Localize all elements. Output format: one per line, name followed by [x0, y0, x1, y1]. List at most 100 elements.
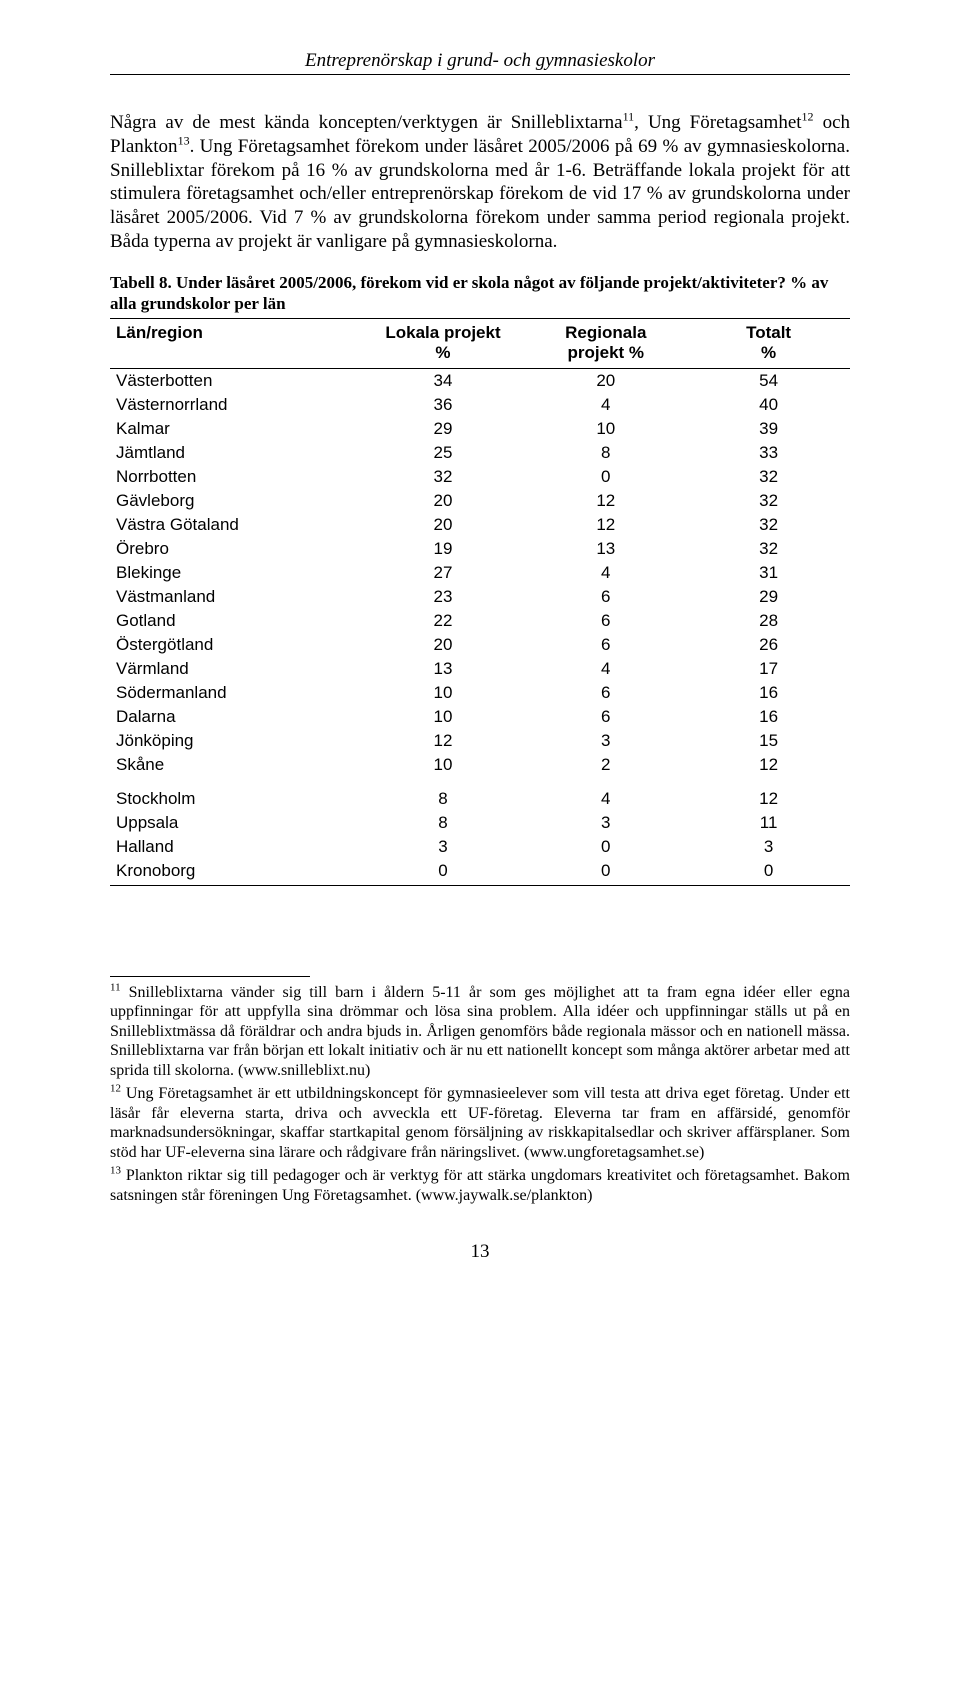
- footnote-13: 13 Plankton riktar sig till pedagoger oc…: [110, 1166, 850, 1205]
- table-row: Örebro191332: [110, 537, 850, 561]
- cell-region: Kronoborg: [110, 859, 362, 886]
- cell-regional: 13: [524, 537, 687, 561]
- cell-total: 40: [687, 393, 850, 417]
- cell-local: 8: [362, 811, 525, 835]
- cell-regional: 8: [524, 441, 687, 465]
- cell-total: 16: [687, 705, 850, 729]
- footnote-text: Snilleblixtarna vänder sig till barn i å…: [110, 984, 850, 1079]
- cell-region: Stockholm: [110, 777, 362, 811]
- cell-local: 25: [362, 441, 525, 465]
- footnote-sup: 12: [110, 1083, 121, 1095]
- cell-local: 32: [362, 465, 525, 489]
- table-body-group-1: Västerbotten342054Västernorrland36440Kal…: [110, 368, 850, 777]
- cell-regional: 3: [524, 729, 687, 753]
- cell-total: 0: [687, 859, 850, 886]
- col-header-total: Totalt %: [687, 319, 850, 369]
- table-row: Uppsala8311: [110, 811, 850, 835]
- table-row: Västernorrland36440: [110, 393, 850, 417]
- cell-local: 10: [362, 705, 525, 729]
- table-row: Södermanland10616: [110, 681, 850, 705]
- superscript-12: 12: [802, 110, 814, 124]
- cell-region: Dalarna: [110, 705, 362, 729]
- table-row: Stockholm8412: [110, 777, 850, 811]
- cell-region: Värmland: [110, 657, 362, 681]
- header-line: Totalt: [746, 323, 791, 342]
- cell-regional: 0: [524, 835, 687, 859]
- table-row: Jönköping12315: [110, 729, 850, 753]
- cell-regional: 10: [524, 417, 687, 441]
- header-line: %: [435, 343, 450, 362]
- cell-region: Västra Götaland: [110, 513, 362, 537]
- cell-total: 32: [687, 465, 850, 489]
- running-head: Entreprenörskap i grund- och gymnasiesko…: [110, 50, 850, 75]
- cell-region: Västernorrland: [110, 393, 362, 417]
- table-row: Dalarna10616: [110, 705, 850, 729]
- table-row: Västra Götaland201232: [110, 513, 850, 537]
- cell-local: 34: [362, 368, 525, 393]
- footnote-rule: [110, 976, 310, 977]
- cell-local: 13: [362, 657, 525, 681]
- col-header-local: Lokala projekt %: [362, 319, 525, 369]
- cell-local: 20: [362, 633, 525, 657]
- cell-total: 11: [687, 811, 850, 835]
- cell-total: 28: [687, 609, 850, 633]
- cell-region: Blekinge: [110, 561, 362, 585]
- cell-total: 15: [687, 729, 850, 753]
- header-line: projekt %: [568, 343, 645, 362]
- cell-regional: 12: [524, 513, 687, 537]
- cell-regional: 6: [524, 585, 687, 609]
- cell-total: 33: [687, 441, 850, 465]
- cell-local: 20: [362, 513, 525, 537]
- table-row: Kronoborg000: [110, 859, 850, 886]
- cell-regional: 4: [524, 393, 687, 417]
- col-header-region: Län/region: [110, 319, 362, 369]
- cell-region: Västmanland: [110, 585, 362, 609]
- table-row: Halland303: [110, 835, 850, 859]
- cell-regional: 3: [524, 811, 687, 835]
- cell-total: 17: [687, 657, 850, 681]
- cell-local: 23: [362, 585, 525, 609]
- cell-total: 29: [687, 585, 850, 609]
- header-line: Lokala projekt: [385, 323, 500, 342]
- table-row: Kalmar291039: [110, 417, 850, 441]
- cell-local: 10: [362, 681, 525, 705]
- table-row: Skåne10212: [110, 753, 850, 777]
- cell-regional: 6: [524, 681, 687, 705]
- cell-local: 36: [362, 393, 525, 417]
- text-span: . Ung Företagsamhet förekom under läsåre…: [110, 136, 850, 252]
- cell-region: Halland: [110, 835, 362, 859]
- cell-local: 22: [362, 609, 525, 633]
- cell-region: Örebro: [110, 537, 362, 561]
- col-header-regional: Regionala projekt %: [524, 319, 687, 369]
- cell-regional: 2: [524, 753, 687, 777]
- cell-regional: 4: [524, 777, 687, 811]
- footnote-11: 11 Snilleblixtarna vänder sig till barn …: [110, 983, 850, 1081]
- cell-region: Uppsala: [110, 811, 362, 835]
- cell-total: 16: [687, 681, 850, 705]
- cell-local: 0: [362, 859, 525, 886]
- text-span: Några av de mest kända koncepten/verktyg…: [110, 112, 623, 133]
- page: Entreprenörskap i grund- och gymnasiesko…: [0, 0, 960, 1323]
- table-row: Östergötland20626: [110, 633, 850, 657]
- cell-total: 32: [687, 537, 850, 561]
- cell-region: Västerbotten: [110, 368, 362, 393]
- table-row: Blekinge27431: [110, 561, 850, 585]
- cell-local: 29: [362, 417, 525, 441]
- header-line: %: [761, 343, 776, 362]
- text-span: , Ung Företagsamhet: [634, 112, 801, 133]
- cell-region: Södermanland: [110, 681, 362, 705]
- body-paragraph-1: Några av de mest kända koncepten/verktyg…: [110, 111, 850, 254]
- table-row: Jämtland25833: [110, 441, 850, 465]
- cell-regional: 0: [524, 465, 687, 489]
- table-row: Västerbotten342054: [110, 368, 850, 393]
- cell-region: Gotland: [110, 609, 362, 633]
- table-body-group-2: Stockholm8412Uppsala8311Halland303Kronob…: [110, 777, 850, 886]
- cell-local: 10: [362, 753, 525, 777]
- cell-total: 39: [687, 417, 850, 441]
- cell-total: 26: [687, 633, 850, 657]
- cell-local: 8: [362, 777, 525, 811]
- table-row: Värmland13417: [110, 657, 850, 681]
- table-row: Gotland22628: [110, 609, 850, 633]
- cell-regional: 6: [524, 609, 687, 633]
- footnote-text: Plankton riktar sig till pedagoger och ä…: [110, 1167, 850, 1204]
